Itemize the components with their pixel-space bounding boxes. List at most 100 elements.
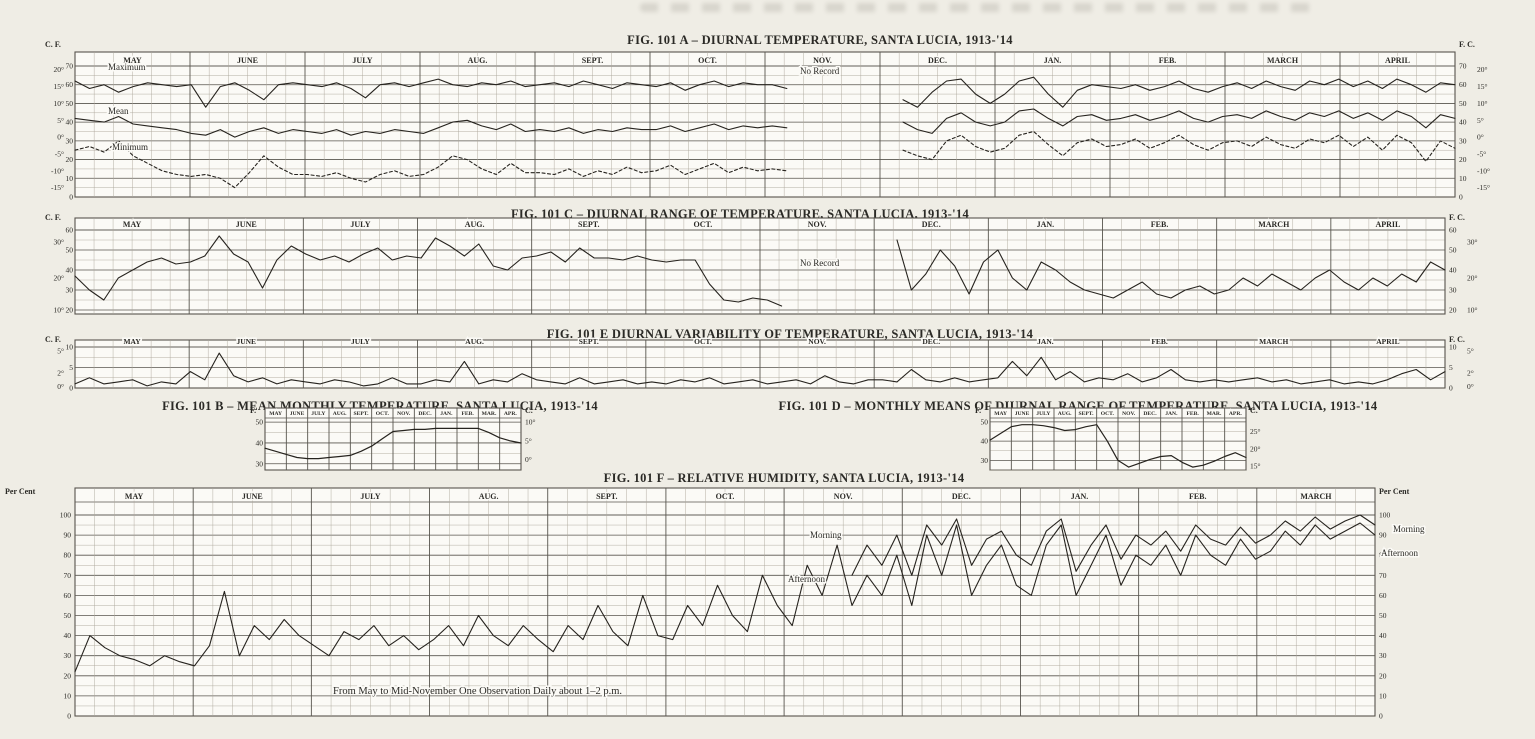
svg-text:0: 0	[67, 712, 71, 721]
svg-text:30: 30	[1449, 286, 1457, 295]
svg-text:JAN.: JAN.	[1044, 56, 1062, 65]
svg-text:50: 50	[256, 418, 264, 427]
svg-text:40: 40	[1459, 118, 1467, 127]
svg-text:15°: 15°	[1477, 82, 1488, 91]
svg-text:JUNE: JUNE	[242, 492, 263, 501]
svg-text:MAY: MAY	[994, 411, 1007, 417]
svg-text:APRIL: APRIL	[1385, 56, 1410, 65]
svg-text:NOV.: NOV.	[813, 56, 832, 65]
svg-text:AUG.: AUG.	[333, 411, 347, 417]
svg-text:50: 50	[1379, 611, 1387, 620]
svg-text:0: 0	[1379, 712, 1383, 721]
svg-text:MARCH: MARCH	[1259, 337, 1288, 346]
svg-text:5°: 5°	[57, 116, 64, 125]
svg-text:MAR.: MAR.	[482, 411, 497, 417]
svg-text:5°: 5°	[1477, 116, 1484, 125]
svg-text:50: 50	[66, 246, 74, 255]
svg-text:MAY: MAY	[123, 56, 142, 65]
svg-text:20°: 20°	[1467, 274, 1478, 283]
svg-text:-10°: -10°	[1477, 166, 1490, 175]
svg-text:50: 50	[1459, 99, 1467, 108]
svg-text:70: 70	[1459, 62, 1467, 71]
svg-text:0°: 0°	[525, 455, 532, 464]
svg-text:SEPT.: SEPT.	[578, 220, 599, 229]
svg-text:F. C.: F. C.	[1449, 335, 1465, 344]
svg-text:10: 10	[66, 343, 74, 352]
svg-text:MARCH: MARCH	[1258, 220, 1290, 229]
fig-101-a-title: FIG. 101 A – DIURNAL TEMPERATURE, SANTA …	[627, 33, 1013, 47]
svg-text:APR.: APR.	[504, 411, 517, 417]
svg-text:JULY: JULY	[351, 337, 370, 346]
svg-text:50: 50	[981, 417, 989, 426]
svg-text:10: 10	[1449, 343, 1457, 352]
svg-text:15°: 15°	[54, 82, 65, 91]
svg-text:80: 80	[1379, 551, 1387, 560]
svg-text:0: 0	[1459, 193, 1463, 202]
svg-text:OCT.: OCT.	[698, 56, 717, 65]
svg-text:5°: 5°	[525, 436, 532, 445]
fig-101-a-chart: MAY JUNE JULY AUG. SEPT. OCT. NOV. DEC. JAN. FEB.…	[45, 40, 1490, 202]
svg-text:90: 90	[64, 531, 72, 540]
svg-text:20: 20	[1379, 671, 1387, 680]
svg-text:20°: 20°	[1477, 65, 1488, 74]
svg-text:30: 30	[1459, 136, 1467, 145]
svg-text:C.: C.	[1250, 406, 1258, 415]
svg-text:From May to Mid-November One O: From May to Mid-November One Observation…	[333, 686, 622, 697]
svg-text:JAN.: JAN.	[1165, 411, 1178, 417]
svg-text:JULY: JULY	[350, 220, 370, 229]
fig-101-f-title: FIG. 101 F – RELATIVE HUMIDITY, SANTA LU…	[603, 471, 965, 485]
svg-text:NOV.: NOV.	[834, 492, 853, 501]
svg-text:JUNE: JUNE	[290, 411, 305, 417]
svg-text:Afternoon: Afternoon	[788, 574, 825, 584]
svg-text:FEB.: FEB.	[1159, 56, 1177, 65]
svg-text:60: 60	[1459, 80, 1467, 89]
svg-text:C. F.: C. F.	[45, 40, 61, 49]
svg-text:OCT.: OCT.	[694, 220, 713, 229]
svg-text:0°: 0°	[57, 133, 64, 142]
svg-text:JULY: JULY	[1036, 411, 1050, 417]
svg-text:F. C.: F. C.	[1449, 213, 1465, 222]
svg-text:-15°: -15°	[1477, 183, 1490, 192]
svg-text:JULY: JULY	[311, 411, 325, 417]
svg-text:JULY: JULY	[352, 56, 372, 65]
svg-text:0°: 0°	[1477, 133, 1484, 142]
svg-text:AUG.: AUG.	[479, 492, 499, 501]
svg-text:40: 40	[1379, 631, 1387, 640]
svg-text:Maximum: Maximum	[108, 62, 146, 72]
fig-101-e-title: FIG. 101 E DIURNAL VARIABILITY OF TEMPER…	[546, 327, 1034, 341]
svg-text:100: 100	[1379, 511, 1391, 520]
svg-text:JAN.: JAN.	[1071, 492, 1089, 501]
svg-text:Afternoon: Afternoon	[1381, 548, 1418, 558]
svg-text:NOV.: NOV.	[808, 337, 826, 346]
svg-text:Per Cent: Per Cent	[1379, 487, 1410, 496]
svg-text:80: 80	[64, 551, 72, 560]
svg-text:30: 30	[256, 459, 264, 468]
svg-text:FEB.: FEB.	[1151, 337, 1168, 346]
svg-text:AUG.: AUG.	[1058, 411, 1072, 417]
svg-text:-5°: -5°	[55, 149, 64, 158]
svg-text:5: 5	[69, 363, 73, 372]
svg-text:-10°: -10°	[51, 166, 64, 175]
svg-text:JUNE: JUNE	[1015, 411, 1030, 417]
svg-text:FEB.: FEB.	[1189, 492, 1207, 501]
svg-text:60: 60	[64, 591, 72, 600]
svg-text:NOV.: NOV.	[808, 220, 827, 229]
svg-text:5: 5	[1449, 363, 1453, 372]
svg-text:OCT.: OCT.	[1101, 411, 1115, 417]
svg-text:40: 40	[1449, 266, 1457, 275]
svg-text:30°: 30°	[1467, 238, 1478, 247]
fig-101-e-chart: MAY JUNE JULY AUG. SEPT. OCT. NOV. DEC. JAN. FEB.…	[45, 335, 1474, 393]
svg-text:40: 40	[64, 631, 72, 640]
svg-text:30: 30	[1379, 651, 1387, 660]
svg-text:Morning: Morning	[810, 530, 842, 540]
svg-text:30: 30	[981, 456, 989, 465]
svg-text:10°: 10°	[54, 99, 65, 108]
svg-text:JAN.: JAN.	[1037, 220, 1055, 229]
svg-text:10°: 10°	[525, 418, 536, 427]
svg-text:MAY: MAY	[123, 337, 141, 346]
svg-text:MAR.: MAR.	[1207, 411, 1222, 417]
scan-bleed-artifact	[640, 3, 1320, 12]
svg-text:JUNE: JUNE	[236, 220, 257, 229]
svg-text:SEPT.: SEPT.	[582, 56, 603, 65]
